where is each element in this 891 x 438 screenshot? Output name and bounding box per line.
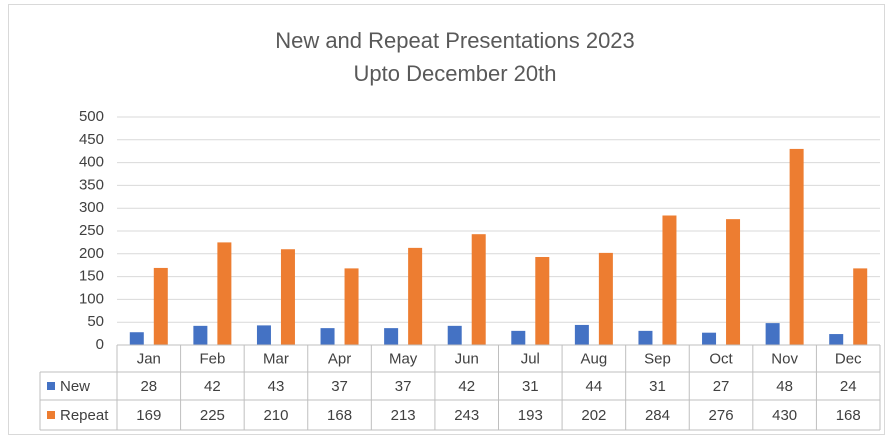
bar (702, 332, 717, 345)
y-tick-label: 350 (79, 176, 104, 193)
bar (471, 234, 486, 345)
table-value: 28 (140, 378, 157, 395)
table-value: 42 (458, 378, 475, 395)
table-value: 225 (200, 407, 225, 424)
chart-subtitle: Upto December 20th (354, 61, 557, 86)
table-value: 31 (522, 378, 539, 395)
x-tick-label: Apr (328, 350, 351, 367)
x-tick-label: Sep (644, 350, 671, 367)
y-tick-label: 100 (79, 290, 104, 307)
x-tick-label: Nov (771, 350, 798, 367)
table-value: 48 (776, 378, 793, 395)
x-tick-label: Jan (137, 350, 161, 367)
x-tick-label: Aug (581, 350, 608, 367)
bar (535, 256, 550, 345)
table-value: 37 (331, 378, 348, 395)
bar (598, 252, 613, 345)
y-tick-label: 400 (79, 154, 104, 171)
y-tick-label: 450 (79, 131, 104, 148)
x-tick-label: Oct (709, 350, 733, 367)
table-value: 43 (268, 378, 285, 395)
y-tick-label: 50 (87, 313, 104, 330)
table-value: 430 (772, 407, 797, 424)
y-tick-label: 250 (79, 222, 104, 239)
bar (344, 268, 359, 345)
bar (320, 328, 335, 345)
table-value: 284 (645, 407, 670, 424)
x-tick-label: Feb (199, 350, 225, 367)
x-tick-label: Jul (521, 350, 540, 367)
bar (256, 325, 271, 345)
bar (574, 324, 589, 345)
bar (829, 334, 844, 345)
bar (789, 148, 804, 345)
table-value: 202 (581, 407, 606, 424)
bar (129, 332, 144, 345)
table-value: 42 (204, 378, 221, 395)
bar (447, 325, 462, 345)
y-tick-label: 150 (79, 268, 104, 285)
bar (726, 219, 741, 345)
x-tick-label: May (389, 350, 418, 367)
bar (511, 330, 526, 345)
table-value: 37 (395, 378, 412, 395)
bar (153, 267, 168, 345)
legend-label: Repeat (60, 407, 109, 424)
legend-label: New (60, 378, 90, 395)
bar (662, 215, 677, 345)
x-tick-label: Dec (835, 350, 862, 367)
y-tick-label: 500 (79, 108, 104, 125)
table-value: 27 (713, 378, 730, 395)
bar (853, 268, 868, 345)
y-tick-label: 300 (79, 199, 104, 216)
bar (765, 323, 780, 345)
table-value: 243 (454, 407, 479, 424)
bar (408, 247, 423, 345)
table-value: 31 (649, 378, 666, 395)
table-value: 24 (840, 378, 857, 395)
bar (193, 325, 208, 345)
table-value: 169 (136, 407, 161, 424)
table-value: 168 (327, 407, 352, 424)
table-value: 213 (391, 407, 416, 424)
y-tick-label: 0 (96, 336, 104, 353)
table-value: 276 (709, 407, 734, 424)
x-tick-label: Jun (455, 350, 479, 367)
bar (217, 242, 232, 345)
table-value: 193 (518, 407, 543, 424)
legend-swatch (47, 411, 55, 419)
bar (638, 330, 653, 345)
legend-swatch (47, 382, 55, 390)
table-value: 168 (836, 407, 861, 424)
y-tick-label: 200 (79, 245, 104, 262)
bar (280, 249, 295, 345)
table-value: 44 (586, 378, 603, 395)
x-tick-label: Mar (263, 350, 289, 367)
table-value: 210 (263, 407, 288, 424)
chart-title: New and Repeat Presentations 2023 (275, 28, 635, 53)
bar (384, 328, 399, 345)
